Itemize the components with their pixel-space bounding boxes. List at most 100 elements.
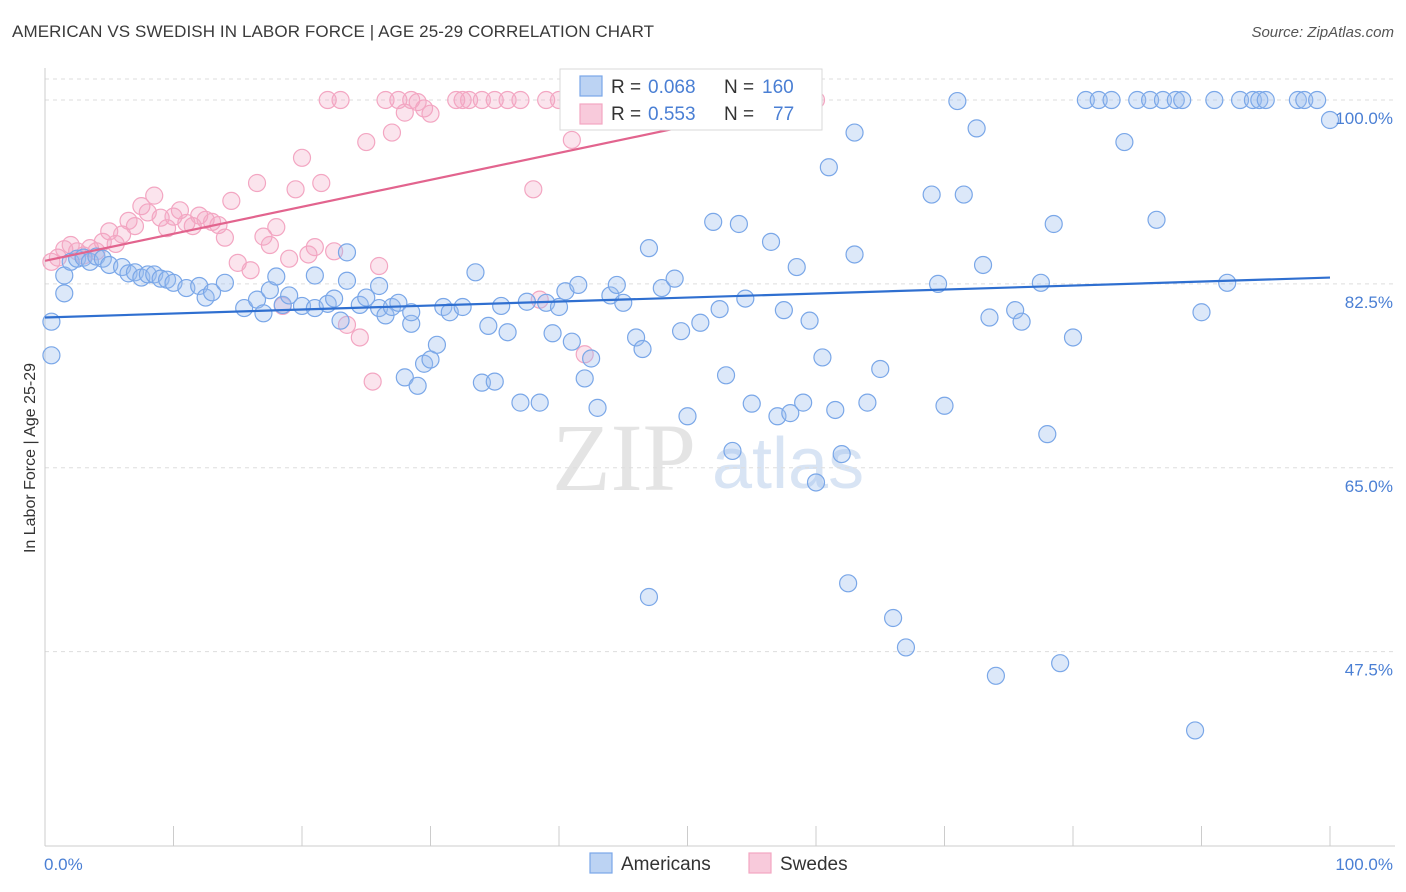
americans-point bbox=[948, 91, 967, 111]
y-axis-title: In Labor Force | Age 25-29 bbox=[22, 363, 39, 553]
americans-point bbox=[1250, 90, 1269, 110]
americans-point bbox=[967, 119, 986, 138]
swedes-point bbox=[350, 328, 369, 347]
trend-lines bbox=[44, 97, 1331, 319]
americans-point bbox=[562, 332, 581, 351]
americans-point bbox=[614, 293, 633, 312]
swedes-series-label: Swedes bbox=[780, 854, 848, 875]
americans-point bbox=[736, 289, 755, 308]
americans-point bbox=[1218, 273, 1237, 292]
swedes-point bbox=[459, 90, 479, 110]
source-credit: Source: ZipAtlas.com bbox=[1251, 24, 1394, 41]
americans-point bbox=[305, 266, 324, 285]
americans-point bbox=[543, 324, 562, 343]
swedes-point bbox=[247, 173, 267, 193]
americans-point bbox=[1102, 90, 1121, 110]
watermark-atlas: atlas bbox=[712, 424, 864, 504]
americans-n-value: 160 bbox=[762, 77, 794, 98]
series-legend: Americans Swedes bbox=[589, 852, 848, 875]
americans-point bbox=[761, 232, 781, 251]
americans-point bbox=[980, 308, 999, 327]
swedes-series-swatch[interactable] bbox=[748, 852, 772, 874]
swedes-point bbox=[318, 90, 337, 110]
americans-point bbox=[896, 638, 916, 657]
americans-point bbox=[1115, 132, 1134, 152]
americans-point bbox=[806, 473, 826, 492]
americans-point bbox=[408, 376, 427, 395]
americans-point bbox=[794, 393, 813, 412]
stats-legend: R = 0.068 N = 160 R = 0.553 N = 77 bbox=[559, 68, 823, 131]
y-tick-label: 82.5% bbox=[1345, 293, 1393, 312]
swedes-point bbox=[325, 242, 344, 261]
americans-point bbox=[710, 300, 729, 319]
swedes-point bbox=[267, 218, 286, 237]
americans-r-value: 0.068 bbox=[648, 77, 696, 98]
americans-point bbox=[280, 286, 299, 305]
americans-point bbox=[427, 335, 447, 354]
americans-point bbox=[395, 368, 414, 387]
swedes-point bbox=[421, 104, 440, 123]
swedes-point bbox=[157, 219, 177, 238]
americans-point bbox=[1038, 425, 1057, 444]
americans-point bbox=[723, 441, 742, 461]
swedes-point bbox=[215, 228, 234, 247]
americans-point bbox=[331, 311, 350, 330]
americans-point bbox=[729, 214, 749, 234]
swedes-point bbox=[312, 173, 331, 193]
axes bbox=[44, 68, 1395, 847]
swedes-point bbox=[241, 261, 260, 280]
americans-point bbox=[1230, 90, 1250, 110]
americans-point bbox=[337, 271, 357, 290]
americans-point bbox=[826, 400, 845, 420]
swedes-point bbox=[511, 90, 530, 110]
swedes-r-label: R = bbox=[611, 104, 641, 125]
americans-point bbox=[626, 328, 646, 347]
americans-point bbox=[575, 369, 594, 388]
americans-point bbox=[839, 574, 858, 593]
swedes-n-label: N = bbox=[724, 104, 754, 125]
americans-point bbox=[350, 295, 369, 314]
swedes-point bbox=[357, 132, 376, 152]
americans-point bbox=[357, 288, 376, 307]
americans-points bbox=[42, 90, 1340, 740]
americans-point bbox=[1288, 90, 1307, 110]
stats-legend-box bbox=[559, 68, 823, 131]
americans-point bbox=[633, 339, 652, 359]
americans-point bbox=[871, 359, 890, 379]
americans-point bbox=[832, 444, 851, 464]
americans-point bbox=[1076, 90, 1095, 110]
x-tick-label-max: 100.0% bbox=[1335, 855, 1393, 874]
americans-point bbox=[1012, 312, 1031, 331]
americans-point bbox=[1243, 90, 1263, 110]
americans-point bbox=[325, 289, 344, 308]
americans-series-swatch[interactable] bbox=[589, 852, 613, 874]
americans-point bbox=[639, 587, 659, 607]
americans-point bbox=[1153, 90, 1173, 110]
americans-point bbox=[678, 407, 697, 426]
americans-point bbox=[954, 185, 973, 204]
swedes-point bbox=[145, 186, 164, 205]
americans-point bbox=[466, 263, 485, 282]
americans-point bbox=[742, 394, 761, 413]
swedes-point bbox=[453, 90, 472, 110]
americans-point bbox=[922, 185, 941, 204]
swedes-n-value: 77 bbox=[773, 104, 794, 125]
swedes-point bbox=[125, 216, 145, 236]
americans-point bbox=[800, 311, 819, 330]
americans-point bbox=[813, 348, 832, 367]
americans-point bbox=[774, 301, 793, 320]
americans-point bbox=[511, 393, 530, 412]
x-tick-label-min: 0.0% bbox=[44, 855, 83, 874]
americans-trend-line bbox=[44, 276, 1331, 319]
americans-point bbox=[607, 275, 626, 295]
americans-point bbox=[42, 312, 61, 331]
americans-point bbox=[845, 123, 864, 142]
americans-point bbox=[1308, 90, 1327, 110]
swedes-point bbox=[260, 235, 279, 255]
americans-point bbox=[1192, 303, 1211, 322]
swedes-point bbox=[524, 180, 543, 199]
americans-point bbox=[1320, 110, 1340, 130]
americans-point bbox=[55, 284, 74, 303]
americans-point bbox=[704, 212, 723, 231]
americans-point bbox=[254, 304, 273, 323]
